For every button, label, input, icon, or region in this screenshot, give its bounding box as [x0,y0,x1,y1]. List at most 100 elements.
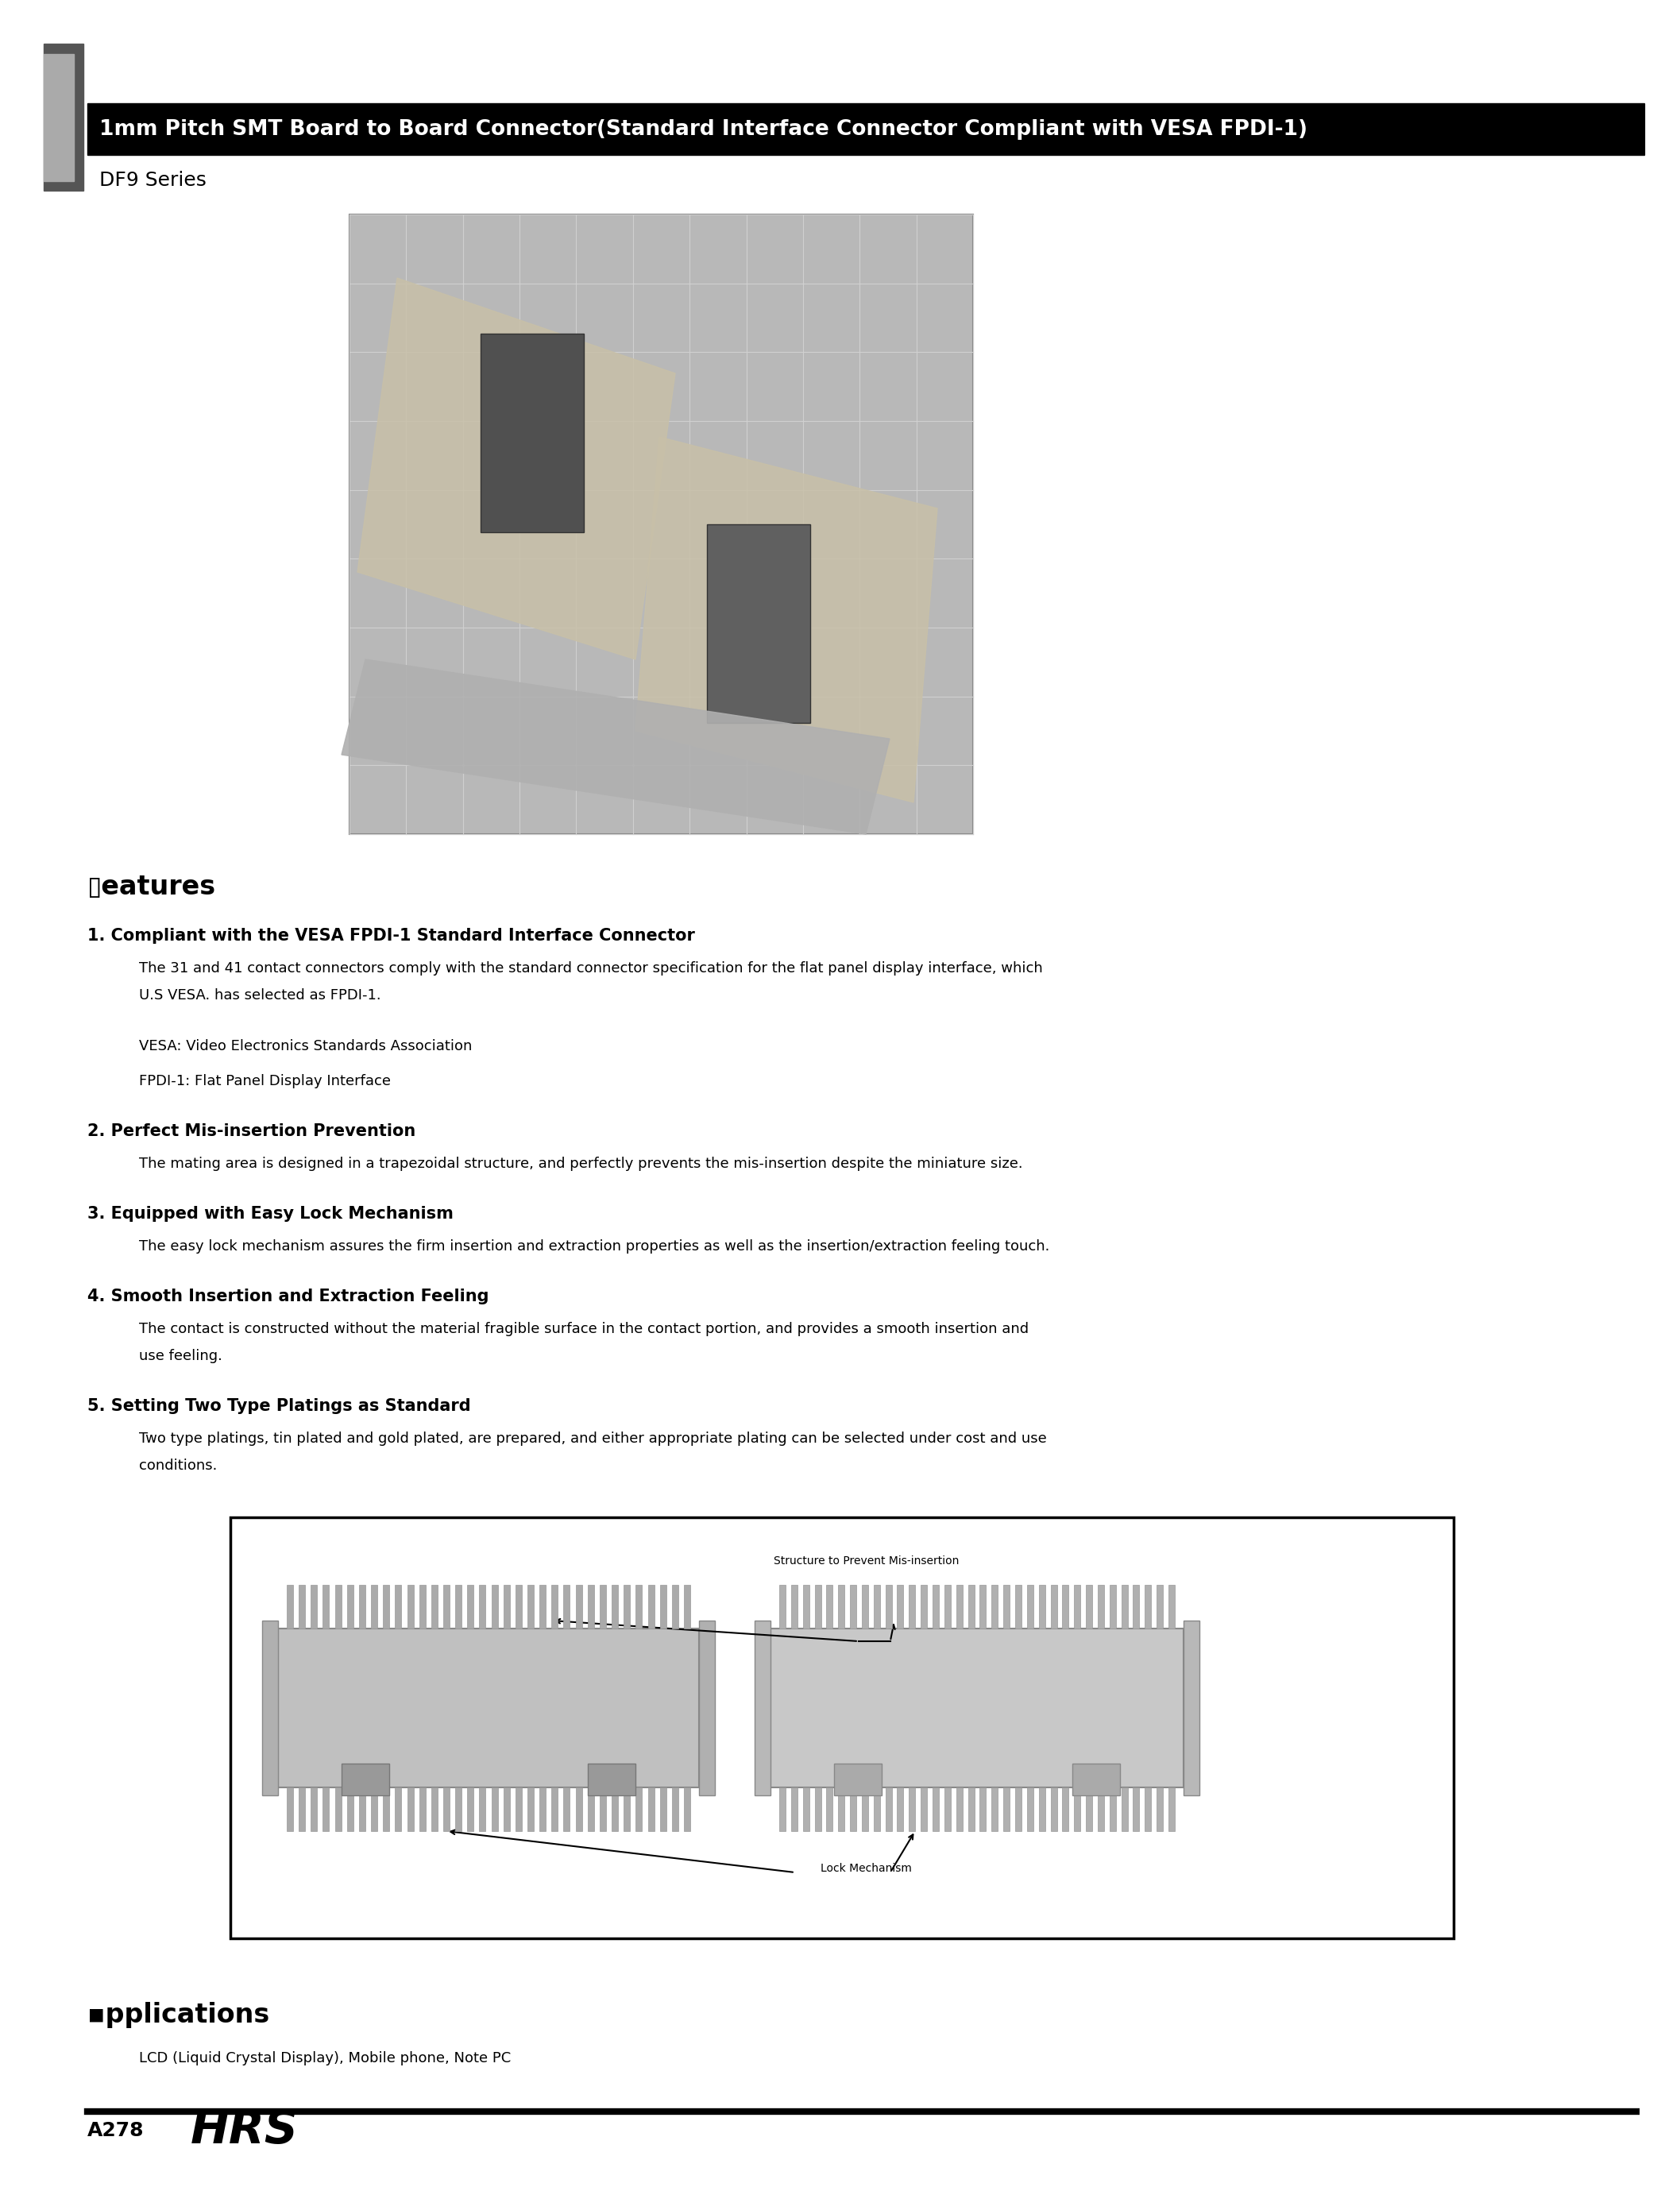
Bar [684,1586,690,1629]
Bar [576,1586,581,1629]
Bar [1038,1586,1045,1629]
Bar [299,1787,306,1831]
Bar [623,1787,630,1831]
Text: conditions.: conditions. [139,1459,217,1472]
Bar [1072,1763,1121,1796]
Bar [348,1787,353,1831]
Polygon shape [341,658,890,833]
Bar [1183,1621,1200,1796]
Bar [1074,1787,1080,1831]
Bar [348,1586,353,1629]
Text: A278: A278 [87,2121,144,2141]
Bar [1015,1787,1021,1831]
Bar [909,1586,916,1629]
Bar [1050,1586,1057,1629]
Bar [600,1586,606,1629]
Bar [684,1787,690,1831]
Bar [528,1787,534,1831]
Bar [563,1787,570,1831]
Bar [780,1586,786,1629]
Bar [874,1586,880,1629]
Bar [1169,1787,1174,1831]
Text: DF9 Series: DF9 Series [99,171,207,190]
Bar [979,1787,986,1831]
Bar [932,1586,939,1629]
Bar [956,1787,963,1831]
Text: HRS: HRS [190,2108,299,2152]
Bar [885,1787,892,1831]
Bar [1132,1787,1139,1831]
Bar [360,1787,365,1831]
Bar [1132,1586,1139,1629]
Text: use feeling.: use feeling. [139,1349,222,1363]
Bar [944,1586,951,1629]
Bar [395,1787,402,1831]
Bar [827,1586,833,1629]
Bar [1156,1586,1163,1629]
Bar [504,1586,509,1629]
Bar [491,1787,497,1831]
Bar [1003,1787,1010,1831]
Bar [87,103,1645,155]
Bar [1003,1586,1010,1629]
Bar [612,1586,618,1629]
Bar [299,1586,306,1629]
Bar [850,1787,857,1831]
Text: ▯eatures: ▯eatures [87,875,217,901]
Bar [862,1586,869,1629]
Bar [1097,1787,1104,1831]
Bar [1109,1787,1116,1831]
Bar [277,1629,699,1787]
Bar [528,1586,534,1629]
Bar [418,1586,425,1629]
Text: 1. Compliant with the VESA FPDI-1 Standard Interface Connector: 1. Compliant with the VESA FPDI-1 Standa… [87,927,696,945]
Bar [311,1586,318,1629]
Bar [334,1787,341,1831]
Bar [479,1586,486,1629]
Bar [383,1586,390,1629]
Text: FPDI-1: Flat Panel Display Interface: FPDI-1: Flat Panel Display Interface [139,1074,391,1089]
Bar [1050,1787,1057,1831]
Bar [455,1586,462,1629]
Text: The easy lock mechanism assures the firm insertion and extraction properties as : The easy lock mechanism assures the firm… [139,1240,1050,1253]
Bar [660,1787,667,1831]
Bar [563,1586,570,1629]
Bar [455,1787,462,1831]
Bar [44,44,84,190]
Bar [815,1787,822,1831]
Bar [467,1787,474,1831]
Text: Two type platings, tin plated and gold plated, are prepared, and either appropri: Two type platings, tin plated and gold p… [139,1432,1047,1446]
Bar [479,1787,486,1831]
Bar [323,1787,329,1831]
Text: 1mm Pitch SMT Board to Board Connector(Standard Interface Connector Compliant wi: 1mm Pitch SMT Board to Board Connector(S… [99,118,1307,140]
Text: The mating area is designed in a trapezoidal structure, and perfectly prevents t: The mating area is designed in a trapezo… [139,1157,1023,1170]
Text: ▪pplications: ▪pplications [87,2001,269,2027]
Bar [1109,1586,1116,1629]
Bar [588,1763,635,1796]
Polygon shape [635,437,937,803]
Bar [551,1586,558,1629]
Bar [444,1787,450,1831]
Bar [230,1518,1453,1938]
Bar [672,1586,679,1629]
Bar [407,1787,413,1831]
Bar [539,1586,546,1629]
Bar [1121,1787,1127,1831]
Bar [944,1787,951,1831]
Bar [1062,1586,1068,1629]
Bar [991,1787,998,1831]
Text: 3. Equipped with Easy Lock Mechanism: 3. Equipped with Easy Lock Mechanism [87,1205,454,1223]
Bar [991,1586,998,1629]
Bar [600,1787,606,1831]
Bar [341,1763,390,1796]
Bar [791,1787,798,1831]
Bar [838,1787,845,1831]
Bar [909,1787,916,1831]
Bar [1156,1787,1163,1831]
Bar [504,1787,509,1831]
Bar [371,1586,378,1629]
Bar [418,1787,425,1831]
Bar [968,1586,974,1629]
Bar [516,1787,522,1831]
Bar [862,1787,869,1831]
